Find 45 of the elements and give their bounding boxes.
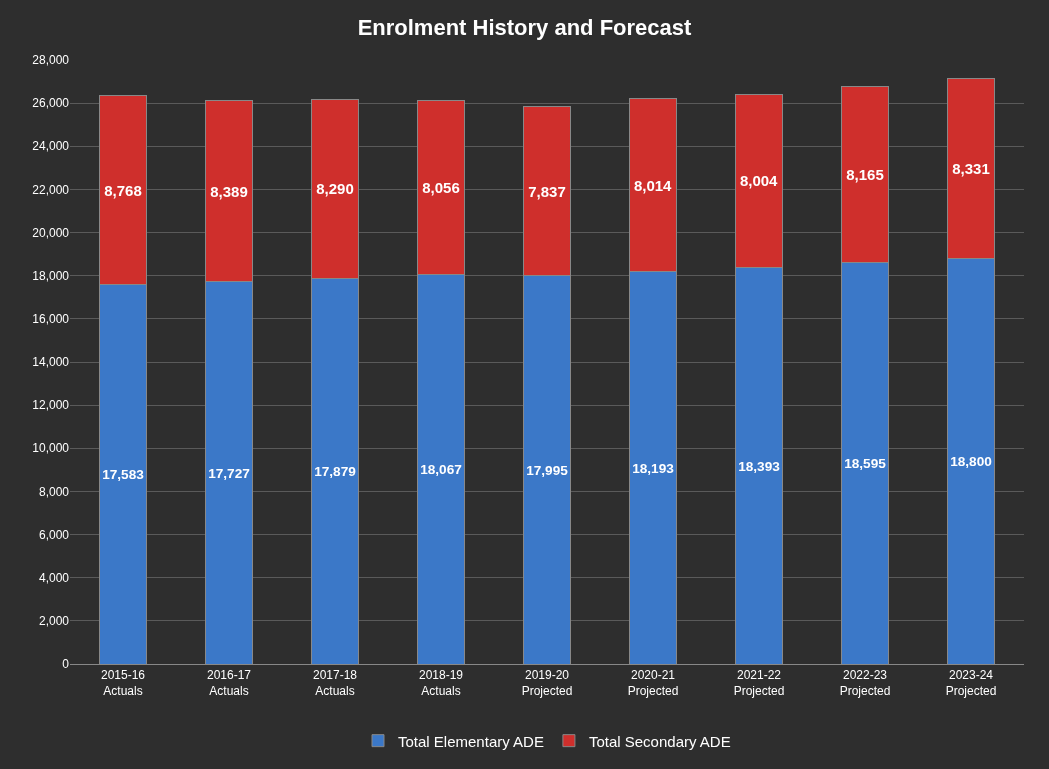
data-label: 18,193	[632, 460, 675, 476]
y-tick-label: 8,000	[38, 484, 70, 499]
y-tick-label: 12,000	[32, 398, 70, 413]
x-tick-label: 2017-18 Actuals	[312, 668, 358, 698]
x-tick-label: 2019-20 Projected	[521, 668, 573, 698]
data-label: 8,014	[633, 176, 673, 194]
data-label: 8,056	[422, 178, 460, 196]
data-label: 8,331	[952, 160, 990, 178]
x-tick-label: 2021-22 Projected	[733, 668, 785, 698]
y-tick-label: 26,000	[32, 96, 70, 111]
y-tick-label: 20,000	[32, 225, 70, 240]
data-label: 8,768	[104, 181, 142, 199]
y-tick-label: 10,000	[32, 441, 70, 456]
y-tick-label: 0	[62, 657, 70, 672]
data-label: 18,067	[420, 462, 462, 478]
y-tick-label: 2,000	[38, 614, 70, 629]
data-label: 8,004	[739, 172, 779, 190]
x-tick-label: 2022-23 Projected	[839, 668, 891, 698]
data-label: 18,800	[950, 454, 993, 470]
x-tick-label: 2016-17 Actuals	[206, 668, 252, 698]
data-label: 8,165	[846, 166, 884, 184]
data-label: 8,290	[316, 180, 354, 198]
x-tick-label: 2018-19 Actuals	[418, 668, 464, 698]
legend-label: Total Elementary ADE	[398, 732, 544, 750]
y-tick-label: 14,000	[32, 355, 70, 370]
y-tick-label: 22,000	[32, 182, 70, 197]
legend-label: Total Secondary ADE	[588, 732, 731, 750]
data-label: 8,389	[210, 182, 248, 200]
data-label: 18,393	[738, 458, 781, 474]
x-tick-label: 2020-21 Projected	[627, 668, 679, 698]
data-label: 18,595	[844, 456, 887, 472]
x-tick-label: 2023-24 Projected	[945, 668, 997, 698]
y-tick-label: 28,000	[32, 53, 70, 68]
x-tick-label: 2015-16 Actuals	[100, 668, 146, 698]
chart-title: Enrolment History and Forecast	[357, 14, 693, 40]
y-tick-label: 18,000	[32, 268, 70, 283]
y-tick-label: 16,000	[32, 312, 70, 327]
data-label: 17,879	[314, 464, 357, 480]
data-label: 17,583	[102, 467, 145, 483]
y-tick-label: 4,000	[38, 570, 70, 585]
data-label: 17,995	[526, 462, 569, 478]
data-label: 17,727	[208, 465, 250, 481]
y-tick-label: 6,000	[38, 527, 70, 542]
data-label: 7,837	[528, 182, 566, 200]
y-tick-label: 24,000	[32, 139, 70, 154]
